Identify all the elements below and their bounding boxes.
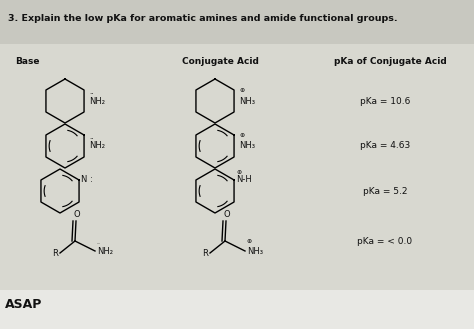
Text: ASAP: ASAP xyxy=(5,297,42,311)
Text: ··: ·· xyxy=(89,91,93,97)
Text: ⊕: ⊕ xyxy=(246,239,251,244)
Text: pKa of Conjugate Acid: pKa of Conjugate Acid xyxy=(334,57,447,66)
Text: ··: ·· xyxy=(89,136,93,142)
Text: O: O xyxy=(224,210,230,219)
Text: pKa = 4.63: pKa = 4.63 xyxy=(360,141,410,150)
Text: NH₃: NH₃ xyxy=(239,96,255,106)
Text: pKa = < 0.0: pKa = < 0.0 xyxy=(357,237,412,245)
Text: NH₂: NH₂ xyxy=(97,246,113,256)
Text: NH₃: NH₃ xyxy=(239,141,255,150)
Text: pKa = 10.6: pKa = 10.6 xyxy=(360,96,410,106)
Text: NH₂: NH₂ xyxy=(89,96,105,106)
Text: pKa = 5.2: pKa = 5.2 xyxy=(363,187,407,195)
Bar xyxy=(0,290,474,329)
Text: Base: Base xyxy=(15,57,39,66)
Text: ⊕: ⊕ xyxy=(239,133,244,138)
Text: Conjugate Acid: Conjugate Acid xyxy=(182,57,258,66)
Text: NH₂: NH₂ xyxy=(89,141,105,150)
Text: R: R xyxy=(52,248,58,258)
Text: N :: N : xyxy=(81,175,93,185)
Text: R: R xyxy=(202,248,208,258)
Text: 3. Explain the low pKa for aromatic amines and amide functional groups.: 3. Explain the low pKa for aromatic amin… xyxy=(8,14,398,23)
Text: ⊕: ⊕ xyxy=(239,88,244,93)
Text: O: O xyxy=(73,210,80,219)
Text: N-H: N-H xyxy=(236,175,252,185)
Text: ⊕: ⊕ xyxy=(236,170,241,175)
Bar xyxy=(0,0,474,44)
Text: NH₃: NH₃ xyxy=(247,246,263,256)
Bar xyxy=(0,39,474,290)
Text: ··: ·· xyxy=(96,241,100,246)
